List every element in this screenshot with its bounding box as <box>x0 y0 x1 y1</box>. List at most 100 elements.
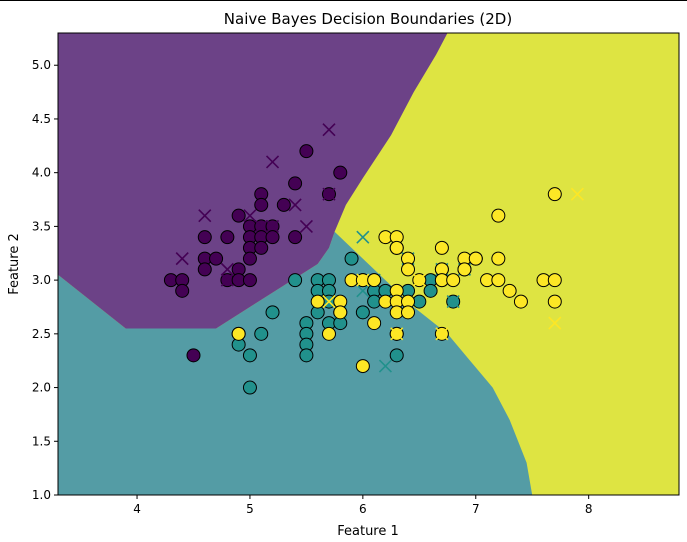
data-point-class1 <box>355 305 370 320</box>
x-marker-stroke <box>378 359 393 373</box>
x-marker-stroke <box>254 219 268 233</box>
data-point-class2 <box>491 251 506 266</box>
data-point-class2 <box>468 251 483 266</box>
x-marker-stroke <box>356 273 370 287</box>
x-marker-stroke <box>446 295 460 309</box>
data-point-class1 <box>389 348 404 363</box>
data-point-class2 <box>547 273 562 288</box>
y-tick-label: 4.0 <box>32 166 51 180</box>
x-marker-stroke <box>548 316 562 330</box>
x-marker-class2 <box>435 327 449 341</box>
x-tick-label: 8 <box>585 502 593 516</box>
x-marker-class0 <box>243 209 257 223</box>
y-tick-label: 1.5 <box>32 434 51 448</box>
x-tick-label: 5 <box>246 502 254 516</box>
data-point-class0 <box>197 230 212 245</box>
x-tick-label: 7 <box>472 502 480 516</box>
data-point-class2 <box>401 262 416 277</box>
x-marker-stroke <box>322 295 336 309</box>
x-marker-stroke <box>243 209 257 223</box>
data-point-class1 <box>299 348 314 363</box>
data-point-class2 <box>401 305 416 320</box>
data-point-class2 <box>355 359 370 374</box>
x-marker-class0 <box>254 219 268 233</box>
x-marker-class0 <box>322 187 336 201</box>
data-point-class2 <box>389 240 404 255</box>
x-marker-class0 <box>198 209 212 223</box>
x-marker-class0 <box>220 262 234 276</box>
x-marker-class2 <box>390 327 404 341</box>
x-marker-class0 <box>288 198 302 212</box>
plot-frame <box>57 32 680 496</box>
x-axis: 4 5 6 7 8 <box>133 495 592 516</box>
data-point-class2 <box>547 187 562 202</box>
x-marker-stroke <box>175 252 189 266</box>
x-marker-class2 <box>322 295 336 309</box>
x-marker-class1 <box>446 295 460 309</box>
x-marker-stroke <box>322 187 336 201</box>
data-point-class2 <box>434 240 449 255</box>
data-point-class0 <box>209 251 224 266</box>
plot-area <box>58 33 679 495</box>
y-tick-label: 2.0 <box>32 381 51 395</box>
data-point-class2 <box>513 294 528 309</box>
y-tick-label: 1.0 <box>32 488 51 502</box>
x-marker-class1 <box>356 230 370 244</box>
data-point-class1 <box>242 348 257 363</box>
data-point-class0 <box>276 197 291 212</box>
data-point-class0 <box>288 230 303 245</box>
x-marker-stroke <box>435 327 449 341</box>
data-point-class0 <box>197 262 212 277</box>
x-marker-stroke <box>356 230 370 244</box>
data-point-class2 <box>547 294 562 309</box>
data-point-class0 <box>288 176 303 191</box>
x-tick-label: 6 <box>359 502 367 516</box>
x-marker-class2 <box>412 273 426 287</box>
data-point-class0 <box>265 230 280 245</box>
x-marker-stroke <box>322 123 336 137</box>
data-point-class0 <box>254 197 269 212</box>
data-point-class2 <box>367 273 382 288</box>
x-marker-stroke <box>220 262 234 276</box>
x-marker-stroke <box>390 327 404 341</box>
data-point-class2 <box>321 326 336 341</box>
y-axis: 1.0 1.5 2.0 2.5 3.0 3.5 4.0 4.5 5.0 <box>32 58 58 502</box>
y-tick-label: 2.5 <box>32 327 51 341</box>
data-point-class2 <box>502 283 517 298</box>
data-point-class1 <box>254 326 269 341</box>
data-point-class2 <box>457 262 472 277</box>
x-marker-class1 <box>378 359 393 373</box>
x-marker-stroke <box>198 209 212 223</box>
x-marker-class0 <box>322 123 336 137</box>
y-tick-label: 5.0 <box>32 58 51 72</box>
data-point-class0 <box>220 230 235 245</box>
data-point-class2 <box>491 273 506 288</box>
y-tick-label: 3.5 <box>32 219 51 233</box>
data-point-class2 <box>333 305 348 320</box>
region-class-0 <box>58 33 448 329</box>
data-point-class2 <box>310 294 325 309</box>
x-marker-stroke <box>570 187 584 201</box>
data-point-class1 <box>242 380 257 395</box>
x-marker-class0 <box>265 219 280 233</box>
x-marker-class0 <box>265 155 280 169</box>
x-marker-class1 <box>356 284 370 298</box>
x-marker-stroke <box>220 273 234 287</box>
data-point-class1 <box>423 283 438 298</box>
x-marker-stroke <box>412 273 426 287</box>
x-marker-stroke <box>299 219 313 233</box>
data-point-class2 <box>446 273 461 288</box>
x-marker-class0 <box>220 273 234 287</box>
data-point-class0 <box>254 240 269 255</box>
data-point-class0 <box>242 273 257 288</box>
y-tick-label: 3.0 <box>32 273 51 287</box>
x-marker-class2 <box>570 187 584 201</box>
window-top-border <box>0 0 687 1</box>
x-marker-stroke <box>356 284 370 298</box>
chart-title: Naive Bayes Decision Boundaries (2D) <box>224 10 512 28</box>
data-point-class0 <box>242 251 257 266</box>
x-marker-class0 <box>175 252 189 266</box>
region-class-1 <box>58 231 533 495</box>
data-point-class1 <box>288 273 303 288</box>
